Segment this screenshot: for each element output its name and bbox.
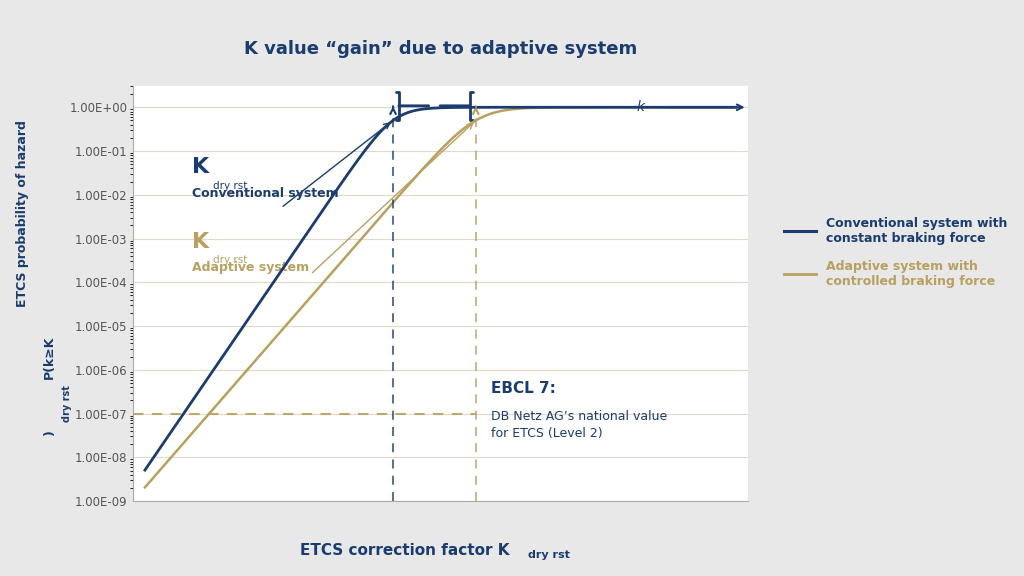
Text: K: K bbox=[193, 232, 209, 252]
Text: DB Netz AG’s national value: DB Netz AG’s national value bbox=[490, 410, 667, 423]
Text: dry rst: dry rst bbox=[61, 385, 72, 422]
Text: K value “gain” due to adaptive system: K value “gain” due to adaptive system bbox=[244, 40, 637, 58]
Text: ETCS correction factor K: ETCS correction factor K bbox=[300, 543, 509, 558]
Text: K: K bbox=[193, 157, 209, 177]
Text: dry rst: dry rst bbox=[213, 255, 247, 265]
Text: ETCS probability of hazard: ETCS probability of hazard bbox=[16, 120, 29, 306]
Text: for ETCS (Level 2): for ETCS (Level 2) bbox=[490, 427, 602, 439]
Text: Adaptive system: Adaptive system bbox=[193, 262, 309, 274]
Text: ): ) bbox=[43, 429, 55, 435]
Text: dry rst: dry rst bbox=[213, 181, 247, 191]
Text: k: k bbox=[636, 100, 644, 114]
Text: P(k≥K: P(k≥K bbox=[43, 335, 55, 379]
Text: Conventional system: Conventional system bbox=[193, 187, 339, 200]
Text: EBCL 7:: EBCL 7: bbox=[490, 381, 555, 396]
Legend: Conventional system with
constant braking force, Adaptive system with
controlled: Conventional system with constant brakin… bbox=[784, 217, 1008, 288]
Text: dry rst: dry rst bbox=[528, 550, 569, 560]
